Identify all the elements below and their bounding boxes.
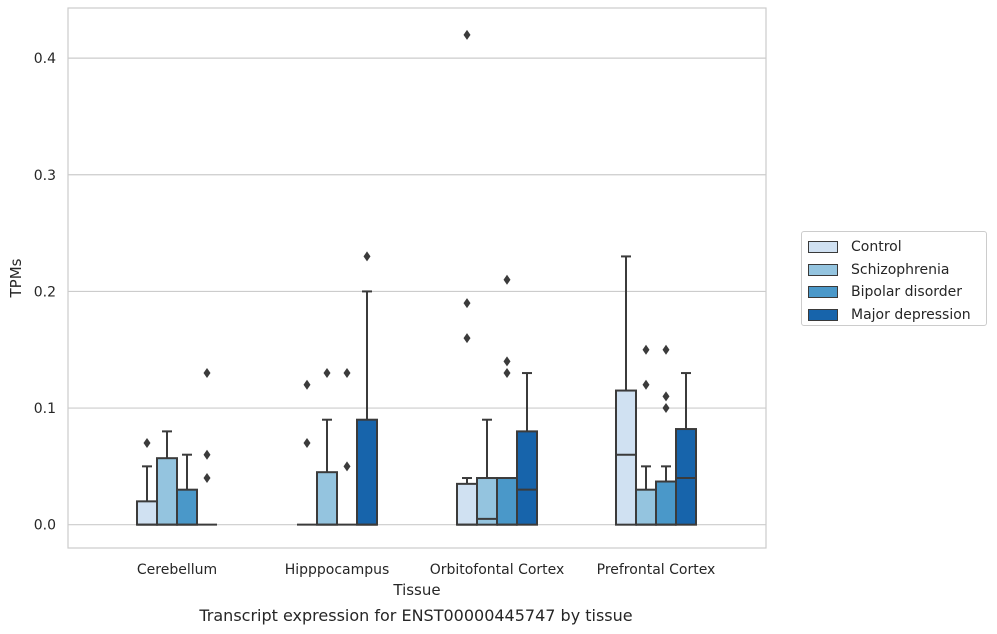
box-0-0 [136, 438, 158, 526]
x-tick-label: Orbitofontal Cortex [430, 562, 565, 578]
legend-swatch-bipolar-disorder [808, 286, 838, 299]
legend-item-bipolar-disorder: Bipolar disorder [808, 281, 986, 304]
box-1-0 [156, 430, 178, 526]
box-1-1 [316, 368, 338, 526]
legend-item-control: Control [808, 236, 986, 259]
box-body [675, 428, 697, 526]
box-body [516, 430, 538, 526]
legend-label: Schizophrenia [851, 261, 950, 278]
box-2-0 [176, 453, 198, 526]
x-tick-labels: Cerebellum Hipppocampus Orbitofontal Corte… [137, 562, 715, 578]
box-0-3 [615, 255, 637, 526]
x-tick-label: Hipppocampus [285, 562, 390, 578]
outlier-point [662, 391, 670, 402]
legend: Control Schizophrenia Bipolar disorder M… [801, 231, 987, 326]
box-3-3 [675, 372, 697, 526]
y-tick-label: 0.4 [34, 51, 56, 67]
y-tick-label: 0.2 [34, 284, 56, 300]
outlier-point [203, 449, 211, 460]
legend-swatch-schizophrenia [808, 263, 838, 276]
box-body [316, 471, 338, 526]
box-body [496, 477, 518, 526]
y-tick-label: 0.1 [34, 401, 56, 417]
box-3-2 [516, 372, 538, 526]
legend-label: Control [851, 239, 902, 256]
outlier-point [642, 379, 650, 390]
box-0-2 [456, 29, 478, 526]
box-1-3 [635, 344, 657, 526]
outlier-point [343, 368, 351, 379]
box-body [176, 488, 198, 526]
outlier-point [642, 344, 650, 355]
box-3-0 [197, 368, 217, 526]
outlier-point [662, 344, 670, 355]
box-2-1 [337, 368, 357, 526]
outlier-point [363, 251, 371, 262]
outlier-point [463, 333, 471, 344]
outlier-point [503, 368, 511, 379]
outlier-point [662, 403, 670, 414]
outlier-point [323, 368, 331, 379]
box-body [456, 482, 478, 526]
box-2-2 [496, 274, 518, 526]
outlier-point [463, 298, 471, 309]
outlier-point [503, 356, 511, 367]
box-body [615, 389, 637, 526]
box-body [476, 477, 498, 526]
outlier-point [203, 473, 211, 484]
legend-swatch-control [808, 241, 838, 254]
box-body [136, 500, 158, 526]
outlier-point [303, 438, 311, 449]
legend-swatch-major-depression [808, 308, 838, 321]
y-tick-labels: 0.0 0.1 0.2 0.3 0.4 [34, 51, 56, 534]
box-0-1 [297, 379, 317, 526]
box-plots [136, 29, 697, 526]
legend-label: Major depression [851, 306, 971, 323]
x-tick-label: Prefrontal Cortex [597, 562, 716, 578]
box-body [655, 480, 677, 526]
x-axis-title: Tissue [392, 581, 440, 599]
outlier-point [303, 379, 311, 390]
box-1-2 [476, 418, 498, 526]
y-tick-label: 0.3 [34, 168, 56, 184]
box-3-1 [356, 251, 378, 526]
outlier-point [503, 274, 511, 285]
y-tick-label: 0.0 [34, 518, 56, 534]
box-2-3 [655, 344, 677, 526]
outlier-point [463, 29, 471, 40]
chart-caption: Transcript expression for ENST0000044574… [199, 606, 633, 625]
legend-label: Bipolar disorder [851, 284, 963, 301]
x-tick-label: Cerebellum [137, 562, 217, 578]
plot-frame [67, 7, 767, 549]
box-body [156, 457, 178, 526]
outlier-point [203, 368, 211, 379]
outlier-point [343, 461, 351, 472]
box-body [635, 488, 657, 526]
legend-item-schizophrenia: Schizophrenia [808, 259, 986, 282]
outlier-point [143, 438, 151, 449]
gridlines [68, 57, 766, 526]
y-axis-title: TPMs [7, 258, 25, 298]
legend-item-major-depression: Major depression [808, 304, 986, 327]
box-body [356, 418, 378, 526]
